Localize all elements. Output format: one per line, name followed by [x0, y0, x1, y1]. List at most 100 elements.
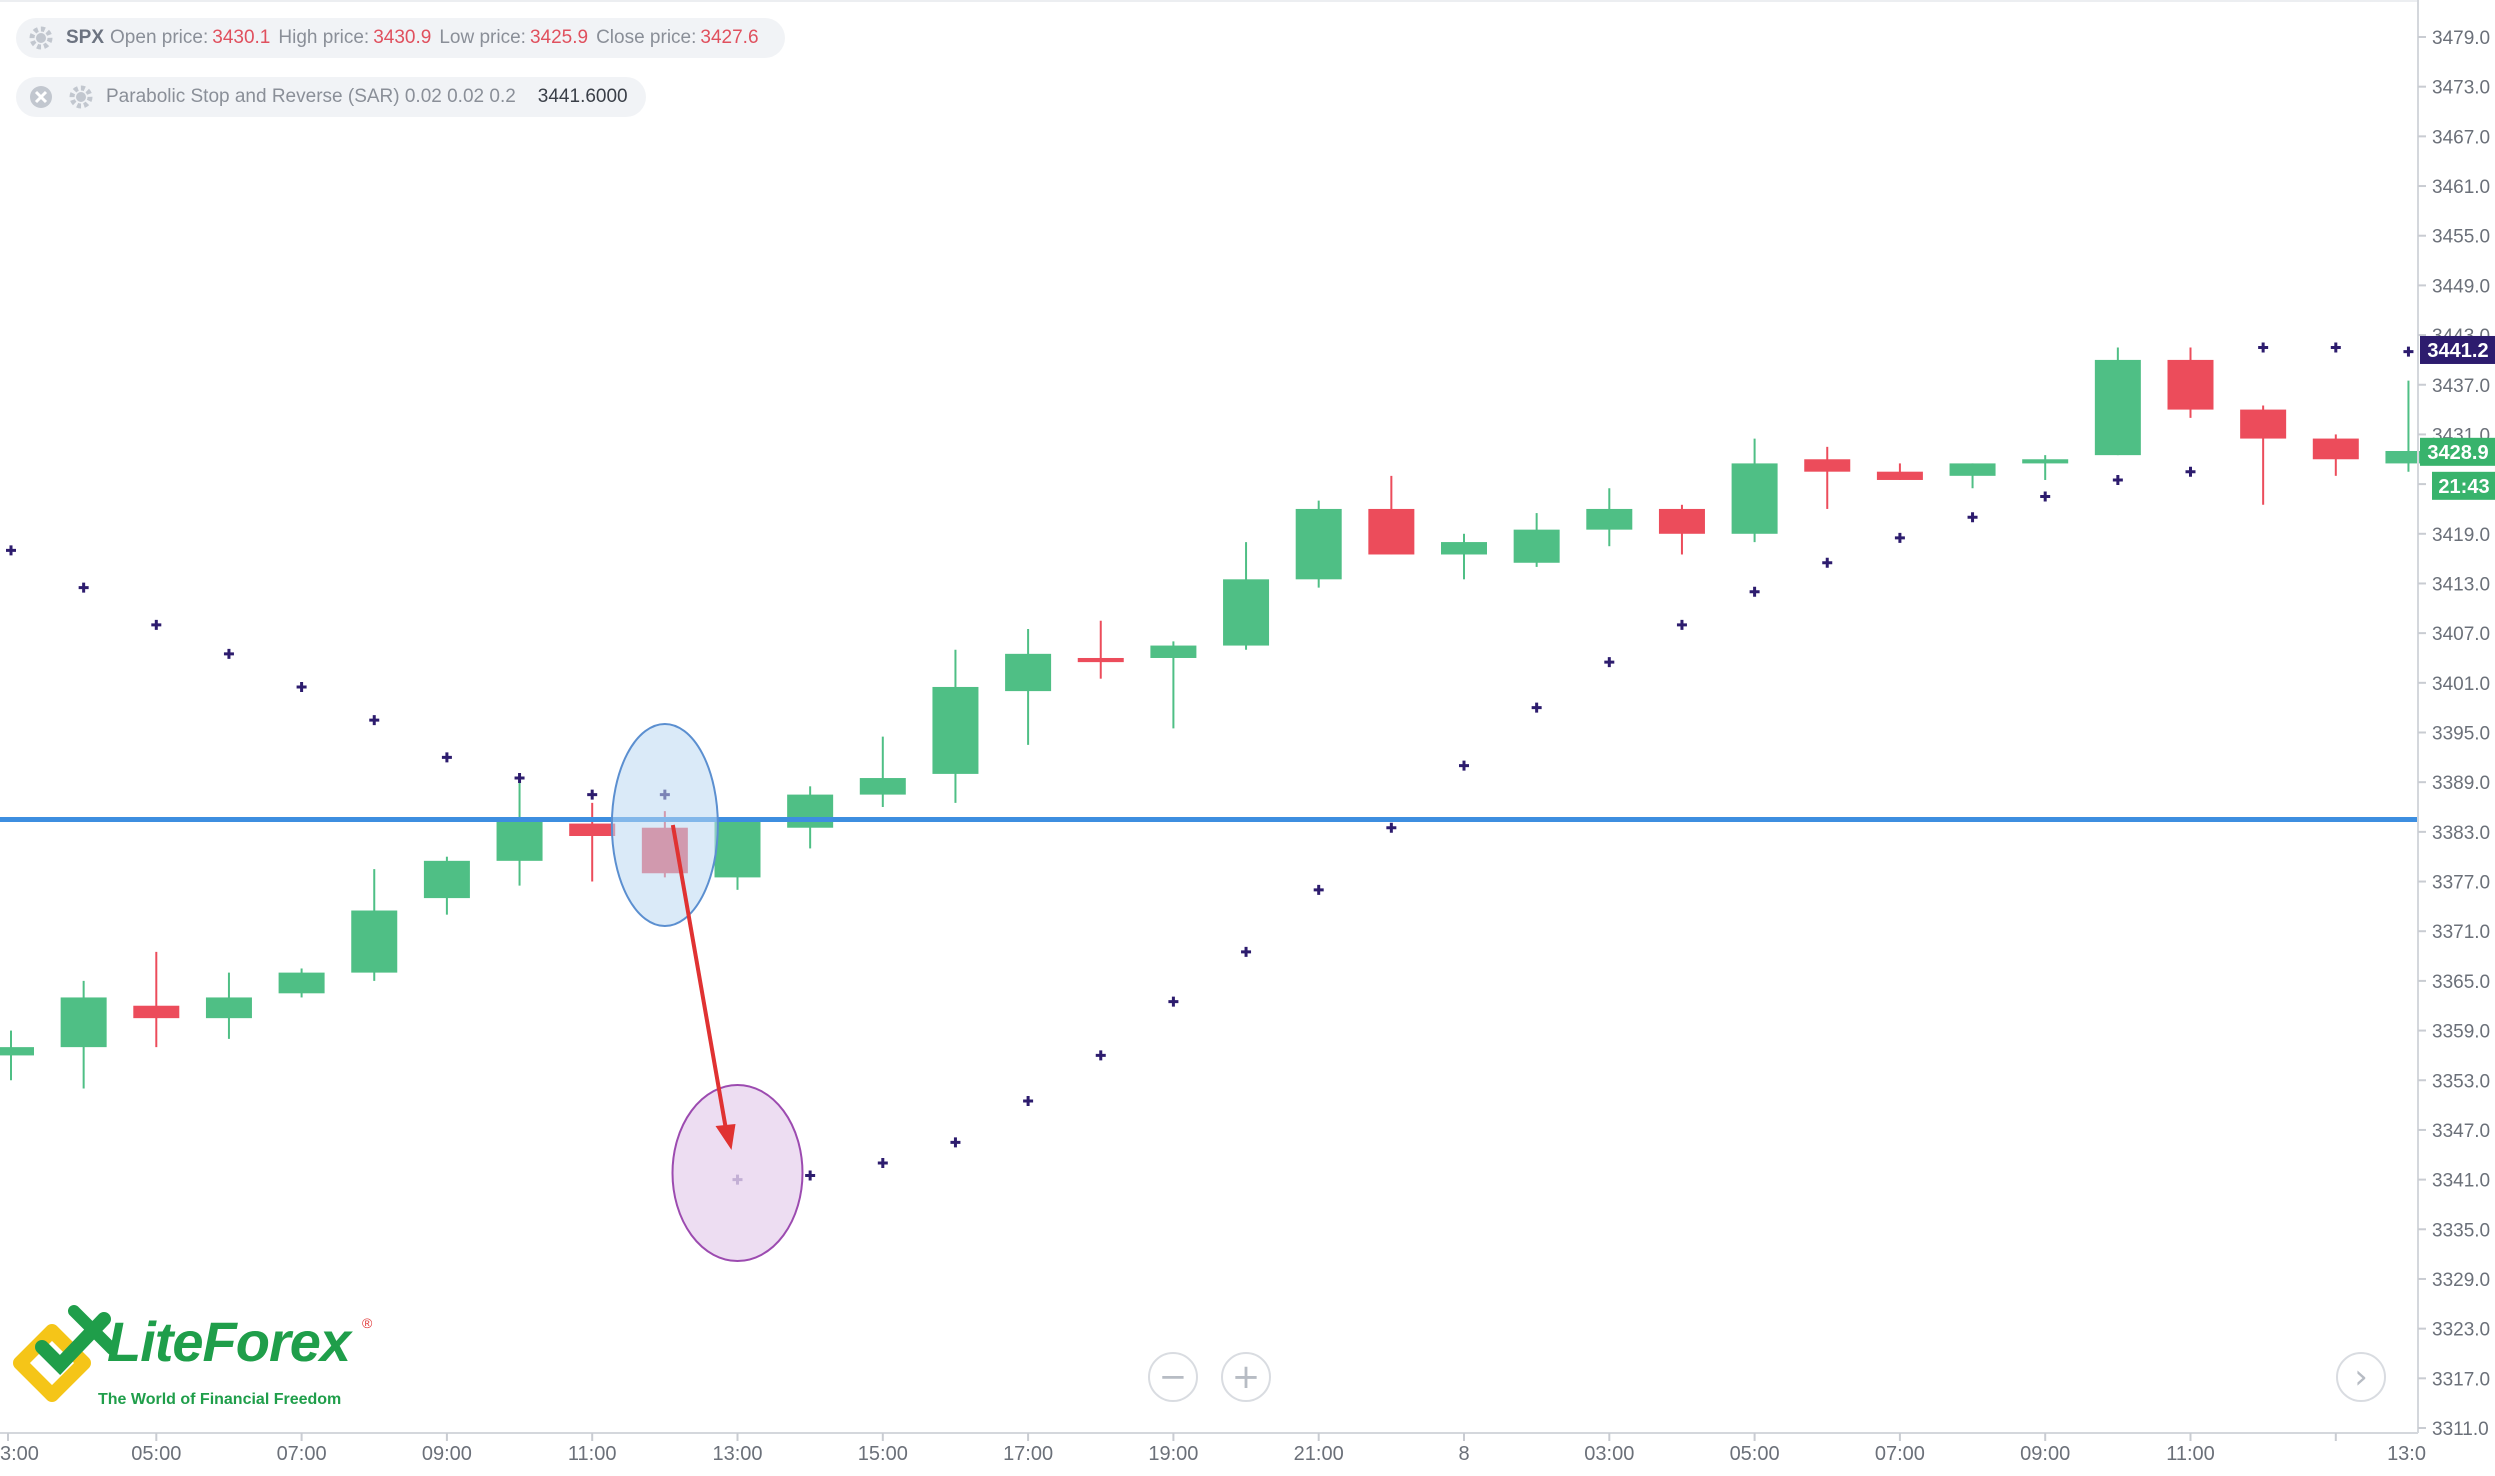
indicator-legend: Parabolic Stop and Reverse (SAR) 0.02 0.… — [16, 77, 646, 117]
sar-dot — [1459, 760, 1469, 771]
candle-up — [932, 686, 979, 774]
y-tick-label: 3383.0 — [2432, 823, 2490, 844]
candle-down — [1658, 508, 1705, 534]
y-tick-label: 3461.0 — [2432, 177, 2490, 198]
indicator-settings-gear-icon[interactable] — [66, 82, 96, 112]
sar-dot — [296, 681, 307, 692]
x-tick-label: 09:00 — [422, 1443, 472, 1465]
y-tick-label: 3479.0 — [2432, 28, 2490, 49]
arrow-line — [670, 824, 730, 1139]
sar-dots — [6, 342, 2414, 1185]
y-tick-label: 3347.0 — [2432, 1121, 2490, 1142]
sar-dot — [151, 619, 162, 630]
zoom-in-button[interactable]: + — [1221, 1352, 1271, 1402]
x-tick-label: 13:0 — [2387, 1443, 2426, 1465]
candle-up — [714, 819, 761, 878]
candle-down — [133, 1005, 180, 1019]
sar-dot — [369, 715, 380, 726]
candles — [0, 347, 2432, 1089]
sar-dot — [78, 582, 89, 593]
sar-dot — [514, 773, 525, 784]
sar-dot — [1749, 586, 1760, 597]
last-price-tag: 3428.9 — [2427, 442, 2488, 464]
y-tick-label: 3395.0 — [2432, 724, 2490, 745]
candle-down — [2312, 438, 2359, 460]
y-tick-label: 3329.0 — [2432, 1270, 2490, 1291]
timer-tag-bg — [2432, 471, 2495, 500]
sar-dot — [1313, 884, 1324, 895]
close-label: Close price: — [596, 27, 697, 48]
logo-mark-icon — [13, 1305, 118, 1402]
liteforex-logo: LiteForex ® The World of Financial Freed… — [12, 1305, 392, 1415]
sar-dot — [6, 545, 16, 556]
sar-dot — [1967, 512, 1978, 523]
x-tick-label: 17:00 — [1003, 1443, 1053, 1465]
sar-dot — [1531, 702, 1542, 713]
candle-up — [278, 972, 325, 994]
high-value: 3430.9 — [373, 27, 432, 48]
sar-dot — [1822, 557, 1833, 568]
sar-dot — [223, 648, 234, 659]
open-value: 3430.1 — [212, 27, 271, 48]
last-price-tag-bg — [2420, 437, 2495, 466]
y-tick-label: 3353.0 — [2432, 1071, 2490, 1092]
x-tick-label: 13:00 — [712, 1443, 762, 1465]
candle-down — [1368, 508, 1415, 555]
x-tick-label: 15:00 — [858, 1443, 908, 1465]
candle-up — [1005, 653, 1052, 692]
candle-down — [569, 823, 616, 836]
candle-up — [1949, 463, 1996, 476]
y-tick-label: 3365.0 — [2432, 972, 2490, 993]
scroll-right-button[interactable]: › — [2336, 1352, 2386, 1402]
arrow-head — [715, 1124, 736, 1150]
zoom-out-button[interactable]: − — [1148, 1352, 1198, 1402]
candle-down — [1077, 657, 1124, 663]
sar-dot — [805, 1170, 816, 1181]
y-tick-label: 3467.0 — [2432, 127, 2490, 148]
x-tick-label: 07:00 — [277, 1443, 327, 1465]
sar-dot — [1241, 946, 1252, 957]
sar-dot — [2112, 474, 2123, 485]
close-value: 3427.6 — [700, 27, 759, 48]
candle-up — [2094, 359, 2141, 456]
settings-gear-icon[interactable] — [26, 23, 56, 53]
sar-dot — [1386, 822, 1397, 833]
sar-dot — [2040, 491, 2051, 502]
sar-dot — [441, 752, 452, 763]
y-tick-label: 3359.0 — [2432, 1022, 2490, 1043]
sar-price-tag-bg — [2420, 335, 2495, 364]
y-tick-label: 3311.0 — [2432, 1419, 2489, 1440]
remove-indicator-icon[interactable] — [26, 82, 56, 112]
candle-up — [859, 778, 906, 795]
candle-down — [1876, 471, 1923, 480]
indicator-value: 3441.6000 — [537, 86, 628, 107]
sar-dot — [950, 1137, 961, 1148]
y-tick-label: 3419.0 — [2432, 525, 2490, 546]
candle-up — [1731, 463, 1778, 534]
candle-up — [1150, 645, 1197, 658]
candle-up — [1513, 529, 1560, 563]
candle-up — [1441, 542, 1487, 555]
symbol-name: SPX — [66, 27, 105, 48]
logo-tagline: The World of Financial Freedom — [98, 1391, 342, 1408]
candle-up — [496, 819, 543, 861]
low-label: Low price: — [439, 27, 526, 48]
x-tick-label: 19:00 — [1148, 1443, 1198, 1465]
sar-dot — [2330, 342, 2341, 353]
y-tick-label: 3455.0 — [2432, 227, 2490, 248]
sar-dot — [877, 1158, 888, 1169]
candle-down — [2167, 359, 2214, 410]
x-tick-label: 05:00 — [1730, 1443, 1780, 1465]
x-tick-label: 05:00 — [131, 1443, 181, 1465]
sar-dot — [587, 789, 598, 800]
sar-dot — [1023, 1095, 1034, 1106]
y-tick-label: 3377.0 — [2432, 873, 2490, 894]
candle-up — [423, 860, 470, 899]
highlight-ellipse — [610, 723, 719, 927]
y-tick-label: 3341.0 — [2432, 1171, 2490, 1192]
y-tick-label: 3317.0 — [2432, 1369, 2490, 1390]
x-tick-label: 21:00 — [1294, 1443, 1344, 1465]
ohlc-legend: SPX Open price: 3430.1 High price: 3430.… — [16, 18, 785, 58]
